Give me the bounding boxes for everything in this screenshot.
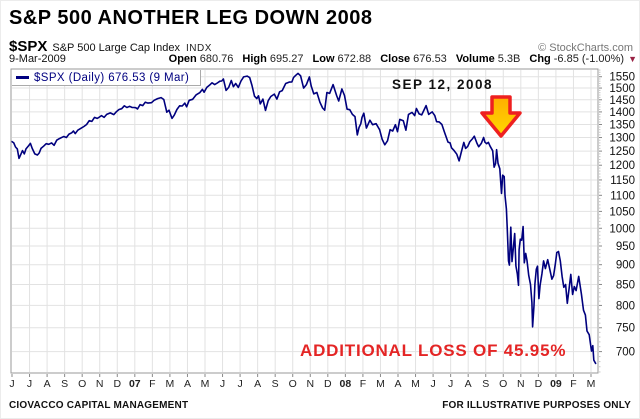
x-axis-label: O bbox=[289, 378, 297, 390]
x-axis-label: O bbox=[78, 378, 86, 390]
chart-legend: $SPX (Daily) 676.53 (9 Mar) bbox=[12, 70, 201, 86]
x-axis-label: J bbox=[220, 378, 225, 390]
x-axis-label: M bbox=[411, 378, 420, 390]
quote-label: Open bbox=[168, 53, 197, 65]
x-axis-label: M bbox=[376, 378, 385, 390]
x-axis-label: F bbox=[360, 378, 366, 390]
x-axis-label: 08 bbox=[340, 378, 352, 390]
event-annotation: SEP 12, 2008 bbox=[392, 77, 494, 92]
symbol-row: $SPX S&P 500 Large Cap Index INDX © Stoc… bbox=[9, 38, 633, 55]
quote-item-open: Open 680.76 bbox=[169, 53, 234, 65]
legend-line-swatch bbox=[16, 76, 29, 79]
quote-item-volume: Volume 5.3B bbox=[456, 53, 521, 65]
quote-row: 9-Mar-2009 Open 680.76 High 695.27 Low 672.88… bbox=[9, 53, 637, 65]
legend-label: $SPX (Daily) 676.53 (9 Mar) bbox=[34, 71, 190, 84]
x-axis-label: J bbox=[237, 378, 242, 390]
footer-company: CIOVACCO CAPITAL MANAGEMENT bbox=[9, 400, 189, 411]
x-axis-label: N bbox=[96, 378, 104, 390]
y-axis-label: 700 bbox=[616, 347, 635, 359]
ticker-symbol: $SPX bbox=[9, 38, 48, 55]
x-axis-label: M bbox=[587, 378, 596, 390]
quote-item-high: High 695.27 bbox=[242, 53, 303, 65]
x-axis-label: N bbox=[306, 378, 314, 390]
x-axis-label: D bbox=[324, 378, 332, 390]
plot-frame bbox=[10, 68, 599, 374]
y-axis-label: 800 bbox=[616, 300, 635, 312]
y-axis-label: 1200 bbox=[609, 160, 635, 172]
series-layer bbox=[11, 72, 597, 365]
y-axis-label: 1500 bbox=[609, 83, 635, 95]
quote-date: 9-Mar-2009 bbox=[9, 53, 66, 65]
x-axis-label: M bbox=[201, 378, 210, 390]
quote-value: 695.27 bbox=[269, 53, 304, 65]
y-axis-label: 1550 bbox=[609, 72, 635, 84]
loss-annotation: ADDITIONAL LOSS OF 45.95% bbox=[300, 341, 567, 360]
x-axis-label: S bbox=[272, 378, 279, 390]
quote-item-close: Close 676.53 bbox=[380, 53, 447, 65]
y-axis-label: 750 bbox=[616, 323, 635, 335]
x-axis-label: D bbox=[113, 378, 121, 390]
exchange-label: INDX bbox=[185, 43, 212, 54]
y-axis-label: 900 bbox=[616, 260, 635, 272]
spx-price-line bbox=[11, 72, 597, 365]
y-axis-label: 1350 bbox=[609, 119, 635, 131]
y-axis-label: 1400 bbox=[609, 107, 635, 119]
footer-disclaimer: FOR ILLUSTRATIVE PURPOSES ONLY bbox=[442, 400, 631, 411]
y-axis-label: 1250 bbox=[609, 146, 635, 158]
y-axis-label: 1050 bbox=[609, 206, 635, 218]
quote-label: Low bbox=[312, 53, 335, 65]
y-axis-label: 1150 bbox=[610, 175, 635, 187]
x-axis-label: S bbox=[61, 378, 68, 390]
copyright-label: © StockCharts.com bbox=[538, 42, 633, 54]
x-axis-label: D bbox=[535, 378, 543, 390]
quote-value: 5.3B bbox=[497, 53, 521, 65]
quote-value: -6.85 (-1.00%) bbox=[553, 53, 625, 65]
quote-item-chg: Chg -6.85 (-1.00%) bbox=[529, 53, 624, 65]
x-axis-label: 09 bbox=[550, 378, 562, 390]
y-axis-label: 1450 bbox=[609, 95, 635, 107]
y-axis-label: 850 bbox=[616, 279, 635, 291]
x-axis-label: J bbox=[27, 378, 32, 390]
x-axis-label: 07 bbox=[129, 378, 141, 390]
x-axis-label: A bbox=[254, 378, 261, 390]
quote-label: Close bbox=[380, 53, 411, 65]
y-axis-label: 1100 bbox=[610, 190, 635, 202]
x-axis-label: A bbox=[184, 378, 191, 390]
quote-value: 680.76 bbox=[199, 53, 234, 65]
quote-item-low: Low 672.88 bbox=[313, 53, 372, 65]
ticker-description: S&P 500 Large Cap Index bbox=[52, 42, 180, 54]
x-axis-label: S bbox=[482, 378, 489, 390]
x-axis-label: J bbox=[9, 378, 14, 390]
x-axis-label: A bbox=[465, 378, 472, 390]
quote-value: 672.88 bbox=[337, 53, 372, 65]
y-axis-label: 1300 bbox=[609, 133, 635, 145]
x-axis-label: O bbox=[499, 378, 507, 390]
x-axis-label: F bbox=[570, 378, 576, 390]
x-axis-label: M bbox=[166, 378, 175, 390]
x-axis-label: N bbox=[517, 378, 525, 390]
x-axis-label: F bbox=[149, 378, 155, 390]
quote-label: Chg bbox=[529, 53, 551, 65]
x-axis-label: J bbox=[430, 378, 435, 390]
quote-items: Open 680.76 High 695.27 Low 672.88 Close 676.53… bbox=[160, 53, 624, 65]
quote-label: Volume bbox=[455, 53, 495, 65]
change-down-triangle-icon: ▼ bbox=[628, 54, 637, 64]
down-arrow-icon bbox=[480, 95, 522, 138]
quote-value: 676.53 bbox=[413, 53, 447, 65]
x-axis-label: J bbox=[448, 378, 453, 390]
x-axis-label: A bbox=[44, 378, 51, 390]
quote-label: High bbox=[242, 53, 267, 65]
y-axis-label: 1000 bbox=[609, 223, 635, 235]
x-axis-label: A bbox=[394, 378, 401, 390]
y-axis-label: 950 bbox=[616, 241, 635, 253]
page-title: S&P 500 ANOTHER LEG DOWN 2008 bbox=[9, 7, 373, 29]
